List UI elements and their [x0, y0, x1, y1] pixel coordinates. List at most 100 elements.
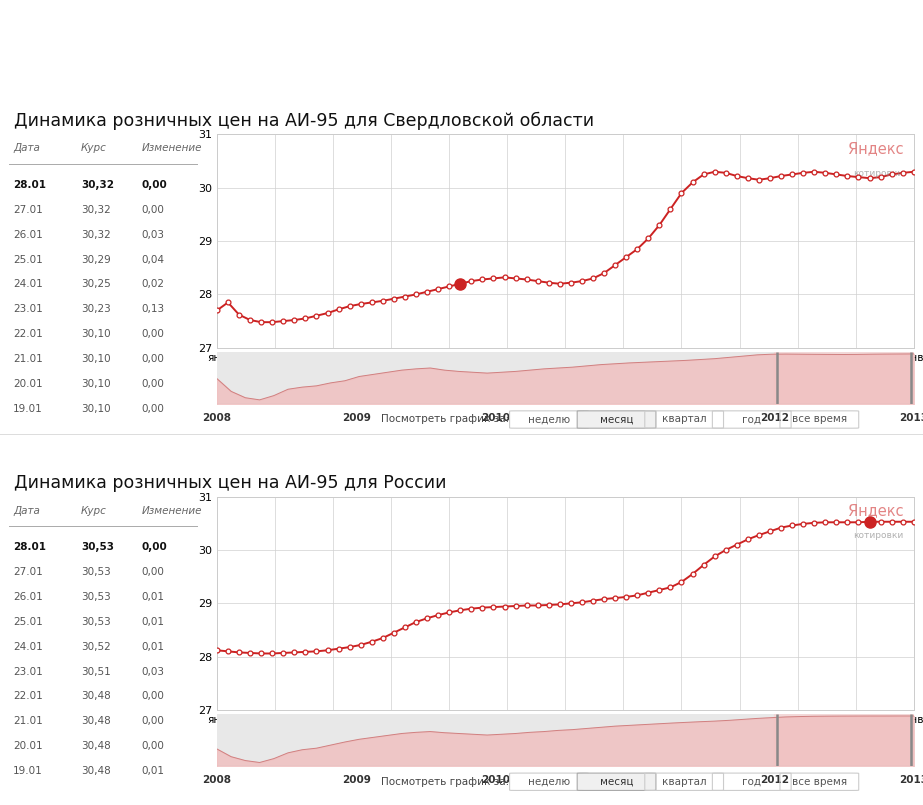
Text: 0,00: 0,00: [142, 741, 164, 751]
Text: 0,01: 0,01: [142, 617, 164, 627]
Text: 0,00: 0,00: [142, 568, 164, 577]
Text: Курс: Курс: [81, 506, 107, 515]
Text: все время: все время: [792, 415, 847, 424]
Text: 0,00: 0,00: [142, 403, 164, 414]
Text: 0,00: 0,00: [142, 379, 164, 389]
Text: 2012: 2012: [760, 413, 789, 423]
Text: 21.01: 21.01: [13, 354, 42, 364]
Text: Дата: Дата: [13, 506, 40, 516]
Text: 0,00: 0,00: [142, 691, 164, 701]
Text: 30,53: 30,53: [81, 592, 111, 602]
Text: 20.01: 20.01: [13, 741, 42, 751]
Text: 30,48: 30,48: [81, 716, 111, 726]
Text: 27.01: 27.01: [13, 205, 42, 215]
Text: 2013: 2013: [899, 775, 923, 786]
Text: котировки: котировки: [853, 168, 904, 178]
Text: Дата: Дата: [13, 143, 40, 154]
Text: 2013: 2013: [841, 746, 871, 756]
FancyBboxPatch shape: [577, 411, 656, 428]
Text: 2008: 2008: [202, 775, 232, 786]
Text: 0,13: 0,13: [142, 304, 165, 314]
Text: год: год: [742, 415, 761, 424]
Text: Динамика розничных цен на АИ-95 для России: Динамика розничных цен на АИ-95 для Росс…: [14, 473, 446, 492]
Text: Яндекс: Яндекс: [847, 141, 904, 156]
Text: 26.01: 26.01: [13, 229, 42, 240]
Text: 0,00: 0,00: [142, 180, 167, 190]
Text: 24.01: 24.01: [13, 279, 42, 290]
Text: 30,53: 30,53: [81, 543, 114, 552]
Text: 30,10: 30,10: [81, 403, 111, 414]
Bar: [774, 352, 914, 404]
Text: месяц: месяц: [600, 777, 633, 786]
Text: 25.01: 25.01: [13, 254, 42, 265]
Text: 2012: 2012: [217, 746, 247, 756]
Text: 28.01: 28.01: [13, 180, 46, 190]
Text: 2012: 2012: [760, 775, 789, 786]
Text: 30,48: 30,48: [81, 766, 111, 776]
Text: 0,00: 0,00: [142, 354, 164, 364]
Text: 22.01: 22.01: [13, 691, 42, 701]
Text: 30,29: 30,29: [81, 254, 111, 265]
Text: 0,03: 0,03: [142, 667, 164, 676]
Text: 2010: 2010: [481, 775, 510, 786]
Text: 0,01: 0,01: [142, 766, 164, 776]
Text: 0,02: 0,02: [142, 279, 164, 290]
Text: 2009: 2009: [342, 775, 371, 786]
Text: квартал: квартал: [662, 777, 706, 786]
Text: 2011: 2011: [620, 775, 650, 786]
Text: неделю: неделю: [528, 415, 570, 424]
Text: 22.01: 22.01: [13, 329, 42, 339]
Bar: [217, 714, 774, 766]
Text: 30,52: 30,52: [81, 642, 111, 652]
Text: 23.01: 23.01: [13, 304, 42, 314]
Text: 30,10: 30,10: [81, 354, 111, 364]
Text: 0,00: 0,00: [142, 716, 164, 726]
Text: 30,32: 30,32: [81, 205, 111, 215]
Text: 23.01: 23.01: [13, 667, 42, 676]
Bar: [774, 714, 914, 766]
Text: Изменение: Изменение: [142, 506, 202, 515]
Text: все время: все время: [792, 777, 847, 786]
Text: Посмотреть график за:: Посмотреть график за:: [381, 415, 509, 424]
Text: 2009: 2009: [342, 413, 371, 423]
Text: 19.01: 19.01: [13, 766, 42, 776]
Text: год: год: [742, 777, 761, 786]
Text: Курс: Курс: [81, 143, 107, 153]
Text: месяц: месяц: [600, 415, 633, 424]
Text: 2013: 2013: [899, 413, 923, 423]
Text: неделю: неделю: [528, 777, 570, 786]
Text: Яндекс: Яндекс: [847, 503, 904, 518]
Text: квартал: квартал: [662, 415, 706, 424]
Text: 24.01: 24.01: [13, 642, 42, 652]
Text: 0,03: 0,03: [142, 229, 164, 240]
Text: 2011: 2011: [620, 413, 650, 423]
Text: Посмотреть график за:: Посмотреть график за:: [381, 777, 509, 786]
Text: 28.01: 28.01: [13, 543, 46, 552]
Text: 30,48: 30,48: [81, 691, 111, 701]
Bar: [217, 352, 774, 404]
Text: 0,04: 0,04: [142, 254, 164, 265]
Text: 19.01: 19.01: [13, 403, 42, 414]
Text: 0,01: 0,01: [142, 592, 164, 602]
Text: 30,10: 30,10: [81, 379, 111, 389]
Text: 26.01: 26.01: [13, 592, 42, 602]
Text: Изменение: Изменение: [142, 143, 202, 153]
Text: 20.01: 20.01: [13, 379, 42, 389]
Text: 30,10: 30,10: [81, 329, 111, 339]
Text: 30,53: 30,53: [81, 617, 111, 627]
Text: 30,32: 30,32: [81, 180, 114, 190]
Text: 2010: 2010: [481, 413, 510, 423]
Text: 0,00: 0,00: [142, 205, 164, 215]
Text: 30,23: 30,23: [81, 304, 111, 314]
Text: 2013: 2013: [841, 384, 871, 394]
Text: 21.01: 21.01: [13, 716, 42, 726]
Text: 0,00: 0,00: [142, 329, 164, 339]
Text: 25.01: 25.01: [13, 617, 42, 627]
Text: 0,01: 0,01: [142, 642, 164, 652]
Text: 2012: 2012: [217, 384, 247, 394]
Text: 30,51: 30,51: [81, 667, 111, 676]
Text: котировки: котировки: [853, 530, 904, 540]
FancyBboxPatch shape: [577, 773, 656, 791]
Text: 30,25: 30,25: [81, 279, 111, 290]
Text: 27.01: 27.01: [13, 568, 42, 577]
